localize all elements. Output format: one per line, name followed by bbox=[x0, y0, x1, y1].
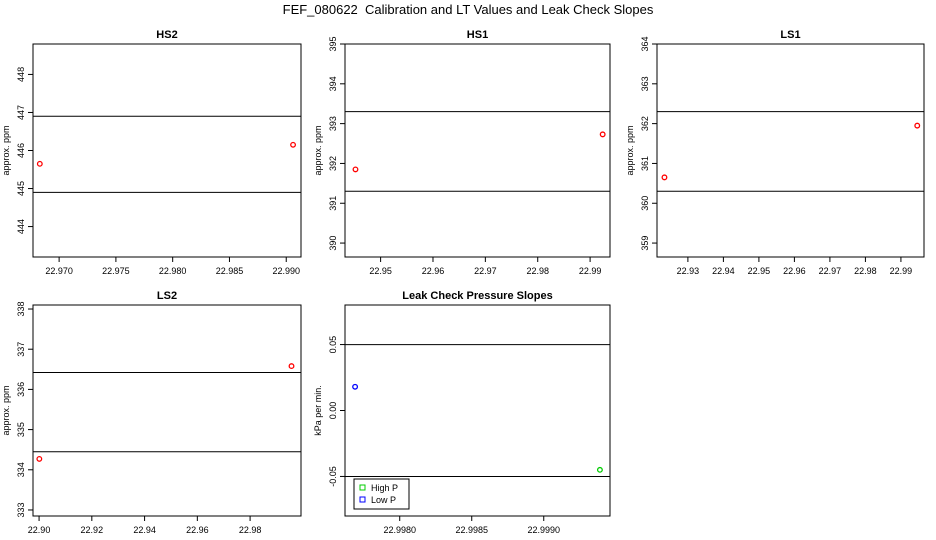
plot-frame bbox=[656, 43, 925, 258]
y-axis-label: approx. ppm bbox=[1, 385, 11, 435]
x-tick-label: 22.94 bbox=[712, 266, 735, 276]
y-tick-label: 359 bbox=[640, 236, 650, 251]
panel-ls1: LS1 approx. ppm 22.93 22.94 22.95 22.96 22.97 2… bbox=[625, 29, 925, 276]
x-tick-label: 22.975 bbox=[102, 266, 130, 276]
panel-title: HS2 bbox=[156, 29, 177, 41]
legend-label: Low P bbox=[371, 495, 396, 505]
y-tick-label: 0.05 bbox=[328, 336, 338, 354]
y-tick-label: 361 bbox=[640, 156, 650, 171]
x-tick-label: 22.93 bbox=[677, 266, 700, 276]
y-tick-label: 335 bbox=[16, 422, 26, 437]
data-point bbox=[290, 141, 297, 148]
x-tick-label: 22.96 bbox=[422, 266, 445, 276]
data-point bbox=[36, 455, 43, 462]
y-axis-label: approx. ppm bbox=[625, 125, 635, 175]
y-tick-label: 445 bbox=[16, 181, 26, 196]
panel-hs1: HS1 approx. ppm 22.95 22.96 22.97 22.98 22.99 3… bbox=[313, 29, 611, 276]
x-tick-label: 22.970 bbox=[45, 266, 73, 276]
panel-leak: Leak Check Pressure Slopes kPa per min. 22… bbox=[313, 290, 611, 535]
x-tick-label: 22.985 bbox=[216, 266, 244, 276]
panel-title: Leak Check Pressure Slopes bbox=[402, 290, 552, 302]
y-tick-label: 394 bbox=[328, 76, 338, 91]
y-tick-label: 0.00 bbox=[328, 402, 338, 420]
x-tick-label: 22.990 bbox=[272, 266, 300, 276]
x-tick-label: 22.99 bbox=[890, 266, 913, 276]
panel-ls2: LS2 approx. ppm 22.90 22.92 22.94 22.96 22.98 3… bbox=[1, 290, 302, 535]
x-tick-label: 22.99 bbox=[579, 266, 602, 276]
y-tick-label: 336 bbox=[16, 382, 26, 397]
x-tick-label: 22.97 bbox=[819, 266, 842, 276]
y-axis-label: approx. ppm bbox=[1, 125, 11, 175]
legend: High P Low P bbox=[353, 478, 410, 510]
data-point bbox=[914, 122, 921, 129]
panel-title: LS2 bbox=[157, 290, 177, 302]
page-title: FEF_080622 Calibration and LT Values and… bbox=[282, 2, 654, 17]
y-axis-label: approx. ppm bbox=[313, 125, 323, 175]
x-tick-label: 22.95 bbox=[369, 266, 392, 276]
x-tick-label: 22.9985 bbox=[455, 525, 488, 535]
y-tick-label: 392 bbox=[328, 156, 338, 171]
x-tick-label: 22.98 bbox=[854, 266, 877, 276]
y-tick-label: 390 bbox=[328, 236, 338, 251]
legend-box bbox=[353, 478, 410, 510]
plot-frame bbox=[32, 43, 302, 258]
x-tick-label: 22.980 bbox=[159, 266, 187, 276]
y-tick-label: 338 bbox=[16, 302, 26, 317]
panel-title: HS1 bbox=[467, 29, 488, 41]
data-point bbox=[352, 383, 359, 390]
x-tick-label: 22.95 bbox=[748, 266, 771, 276]
data-point bbox=[288, 363, 295, 370]
y-axis-label: kPa per min. bbox=[313, 385, 323, 436]
y-tick-label: 391 bbox=[328, 196, 338, 211]
x-tick-label: 22.96 bbox=[783, 266, 806, 276]
panel-title: LS1 bbox=[780, 29, 800, 41]
y-tick-label: 444 bbox=[16, 219, 26, 234]
data-point bbox=[661, 174, 668, 181]
data-point bbox=[36, 160, 43, 167]
data-point bbox=[599, 131, 606, 138]
y-tick-label: 393 bbox=[328, 116, 338, 131]
x-tick-label: 22.96 bbox=[186, 525, 209, 535]
legend-swatch bbox=[359, 496, 366, 503]
legend-label: High P bbox=[371, 483, 398, 493]
y-tick-label: 364 bbox=[640, 36, 650, 51]
y-tick-label: 447 bbox=[16, 105, 26, 120]
y-tick-label: 360 bbox=[640, 196, 650, 211]
x-tick-label: 22.97 bbox=[474, 266, 497, 276]
y-tick-label: 334 bbox=[16, 462, 26, 477]
y-tick-label: 446 bbox=[16, 143, 26, 158]
legend-swatch bbox=[359, 484, 366, 491]
x-tick-label: 22.98 bbox=[526, 266, 549, 276]
y-tick-label: 448 bbox=[16, 67, 26, 82]
x-tick-label: 22.94 bbox=[133, 525, 156, 535]
x-tick-label: 22.90 bbox=[28, 525, 51, 535]
panel-hs2: HS2 approx. ppm 22.970 22.975 22.980 22.985 22… bbox=[1, 29, 302, 276]
y-tick-label: 362 bbox=[640, 116, 650, 131]
plot-frame bbox=[344, 43, 611, 258]
plot-frame bbox=[32, 304, 302, 517]
y-tick-label: 333 bbox=[16, 502, 26, 517]
y-tick-label: 363 bbox=[640, 76, 650, 91]
x-tick-label: 22.9990 bbox=[527, 525, 560, 535]
x-tick-label: 22.9980 bbox=[383, 525, 416, 535]
y-tick-label: -0.05 bbox=[328, 466, 338, 487]
x-tick-label: 22.92 bbox=[81, 525, 104, 535]
y-tick-label: 337 bbox=[16, 342, 26, 357]
y-tick-label: 395 bbox=[328, 36, 338, 51]
data-point bbox=[352, 166, 359, 173]
x-tick-label: 22.98 bbox=[239, 525, 262, 535]
data-point bbox=[596, 466, 603, 473]
